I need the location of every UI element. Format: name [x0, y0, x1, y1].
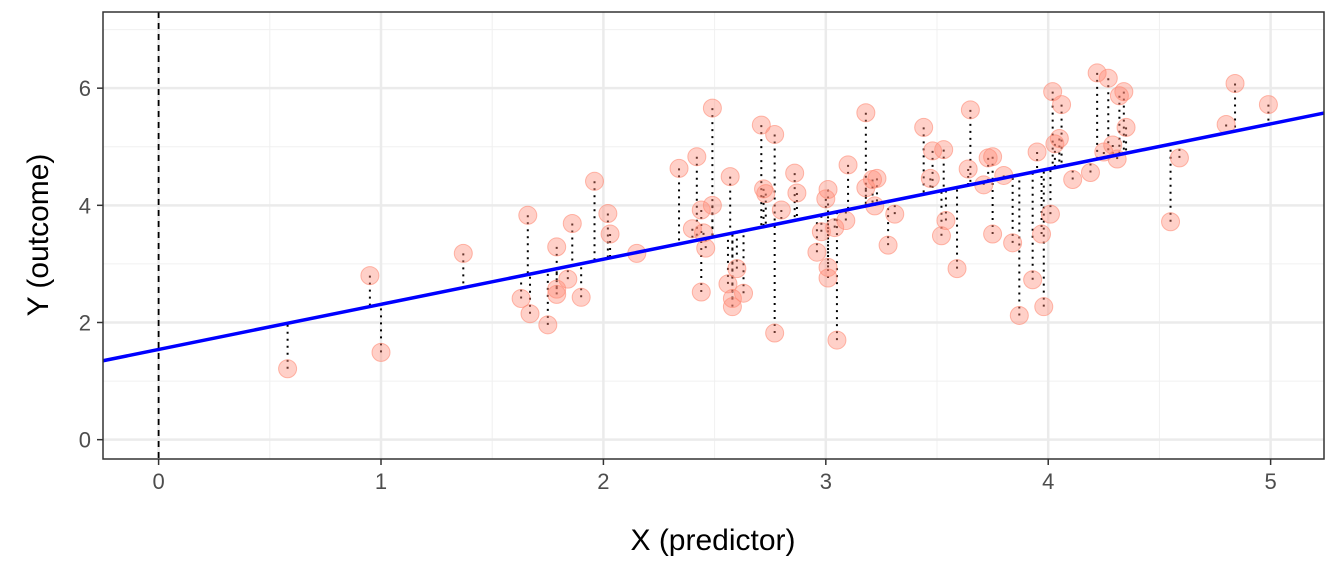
- data-point: [360, 266, 380, 286]
- data-point: [1040, 204, 1060, 224]
- data-point: [1098, 68, 1118, 88]
- data-point: [947, 259, 967, 279]
- data-point: [838, 155, 858, 175]
- data-point: [558, 269, 578, 289]
- data-point: [722, 297, 742, 317]
- data-point: [1258, 95, 1278, 115]
- data-point: [936, 211, 956, 231]
- data-point: [765, 124, 785, 144]
- x-tick-label: 3: [820, 469, 832, 494]
- data-point: [571, 287, 591, 307]
- data-point: [585, 171, 605, 191]
- data-point: [771, 200, 791, 220]
- data-point: [669, 158, 689, 178]
- y-ticks: 0 2 4 6: [79, 76, 103, 453]
- data-point: [687, 147, 707, 167]
- data-point: [1023, 270, 1043, 290]
- data-point: [885, 204, 905, 224]
- data-point: [958, 159, 978, 179]
- data-point: [278, 359, 298, 379]
- x-tick-label: 1: [375, 469, 387, 494]
- data-point: [983, 224, 1003, 244]
- data-point: [765, 323, 785, 343]
- data-point: [1027, 142, 1047, 162]
- data-point: [931, 226, 951, 246]
- data-point: [920, 168, 940, 188]
- data-point: [1087, 63, 1107, 83]
- x-tick-label: 0: [152, 469, 164, 494]
- x-axis-label: X (predictor): [630, 524, 795, 557]
- regression-line-group: [102, 111, 1325, 363]
- data-point: [867, 168, 887, 188]
- x-tick-label: 4: [1042, 469, 1054, 494]
- data-point: [696, 238, 716, 258]
- data-point: [836, 211, 856, 231]
- data-point: [1052, 95, 1072, 115]
- data-point: [1049, 129, 1069, 149]
- data-point: [734, 283, 754, 303]
- data-point: [682, 219, 702, 239]
- y-tick-label: 4: [79, 193, 91, 218]
- data-point: [538, 315, 558, 335]
- data-point: [722, 288, 742, 308]
- data-point: [816, 189, 836, 209]
- data-point: [727, 259, 747, 279]
- y-tick-label: 0: [79, 428, 91, 453]
- y-tick-label: 6: [79, 76, 91, 101]
- data-point: [718, 274, 738, 294]
- data-point: [934, 140, 954, 160]
- data-point: [702, 98, 722, 118]
- data-point: [600, 224, 620, 244]
- x-tick-label: 2: [597, 469, 609, 494]
- data-point: [1169, 148, 1189, 168]
- regression-line: [102, 111, 1325, 363]
- data-point: [598, 204, 618, 224]
- data-point: [960, 100, 980, 120]
- y-axis-label: Y (outcome): [22, 154, 55, 317]
- data-point: [751, 115, 771, 135]
- data-point: [1009, 305, 1029, 325]
- data-point: [1034, 297, 1054, 317]
- data-point: [825, 218, 845, 238]
- data-point: [453, 243, 473, 263]
- data-point: [1003, 233, 1023, 253]
- data-point: [547, 284, 567, 304]
- x-tick-label: 5: [1264, 469, 1276, 494]
- data-point: [754, 179, 774, 199]
- data-point: [371, 342, 391, 362]
- x-ticks: 0 1 2 3 4 5: [152, 459, 1277, 494]
- data-point: [1032, 224, 1052, 244]
- data-point: [520, 304, 540, 324]
- data-point: [1114, 82, 1134, 102]
- data-point: [983, 147, 1003, 167]
- data-point: [785, 163, 805, 183]
- data-point: [511, 288, 531, 308]
- data-point: [691, 200, 711, 220]
- data-point: [702, 195, 722, 215]
- data-point: [1225, 73, 1245, 93]
- data-point: [1161, 212, 1181, 232]
- data-point: [787, 183, 807, 203]
- data-point: [807, 242, 827, 262]
- data-point: [856, 103, 876, 123]
- data-point: [827, 330, 847, 350]
- data-point: [518, 205, 538, 225]
- data-point: [818, 180, 838, 200]
- data-point: [1103, 135, 1123, 155]
- data-point: [914, 117, 934, 137]
- data-point: [1116, 117, 1136, 137]
- plot-border: [102, 11, 1325, 460]
- data-point: [818, 268, 838, 288]
- data-point: [1080, 163, 1100, 183]
- data-point: [691, 282, 711, 302]
- data-point: [720, 167, 740, 187]
- data-point: [1063, 170, 1083, 190]
- data-point: [562, 213, 582, 233]
- y-tick-label: 2: [79, 310, 91, 335]
- data-point: [818, 257, 838, 277]
- data-point: [878, 235, 898, 255]
- data-point: [547, 237, 567, 257]
